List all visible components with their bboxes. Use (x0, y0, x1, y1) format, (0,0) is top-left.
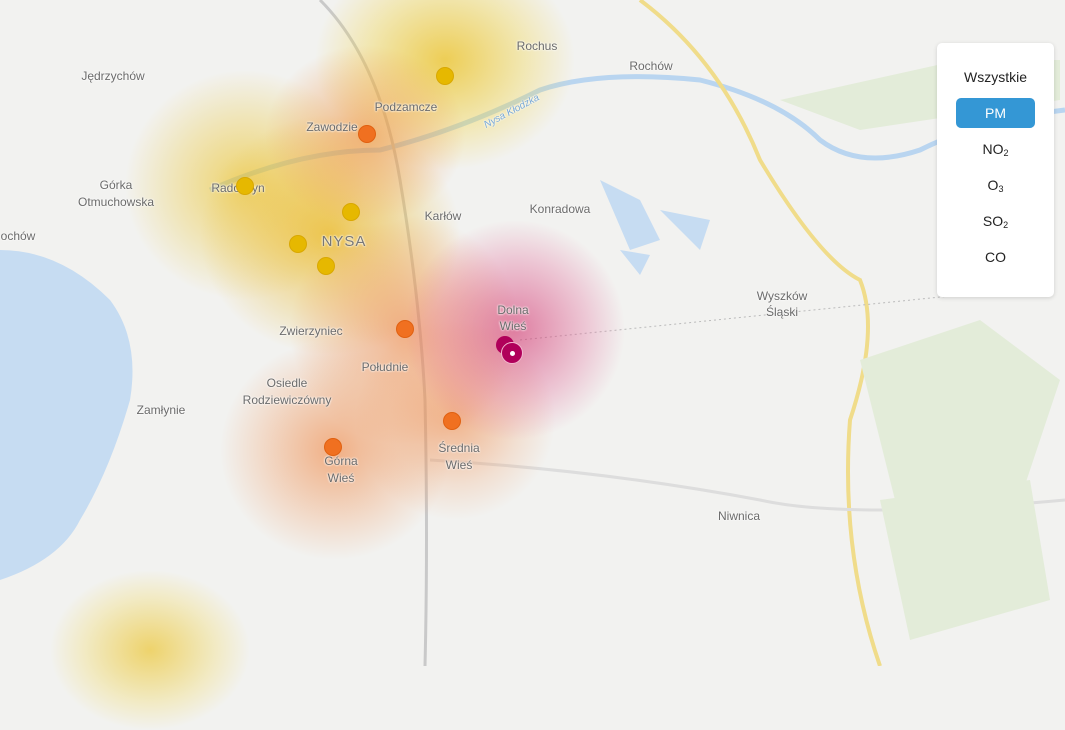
place-label: Wieś (327, 471, 355, 485)
lake (0, 250, 133, 580)
station-marker-moderate[interactable] (342, 203, 360, 221)
place-label: Górka (99, 178, 133, 192)
selected-dot-icon (510, 351, 515, 356)
filter-o3[interactable]: O3 (987, 177, 1004, 194)
place-label: Osiedle (266, 376, 308, 390)
pollutant-filter-panel: Wszystkie PM NO2 O3 SO2 CO (937, 43, 1054, 297)
filter-pm[interactable]: PM (956, 98, 1035, 128)
place-label: Jędrzychów (81, 69, 145, 83)
place-label: Średnia (438, 441, 480, 455)
place-label: Otmuchowska (77, 195, 155, 209)
station-marker-poor[interactable] (396, 320, 414, 338)
place-label: Konradowa (529, 202, 591, 216)
station-marker-selected[interactable] (501, 342, 523, 364)
place-label: Dolna (497, 303, 529, 317)
station-marker-moderate[interactable] (236, 177, 254, 195)
station-marker-moderate[interactable] (317, 257, 335, 275)
place-label: Rochów (629, 59, 673, 73)
map-base (0, 0, 1065, 666)
place-label: Podzamcze (374, 100, 438, 114)
place-label: Zamłynie (136, 403, 186, 417)
filter-so2[interactable]: SO2 (982, 213, 1009, 230)
station-marker-moderate[interactable] (436, 67, 454, 85)
place-label: Rodziewiczówny (242, 393, 332, 407)
station-marker-poor[interactable] (358, 125, 376, 143)
place-label: Zwierzyniec (279, 324, 343, 338)
station-marker-poor[interactable] (443, 412, 461, 430)
place-label: Niwnica (717, 509, 761, 523)
filter-no2[interactable]: NO2 (982, 141, 1009, 158)
place-label: Wieś (499, 319, 527, 333)
place-label: Górna (324, 454, 358, 468)
place-label: Południe (361, 360, 409, 374)
place-label: Zawodzie (306, 120, 358, 134)
place-label: Rochus (516, 39, 558, 53)
city-label: NYSA (321, 233, 367, 250)
filter-all[interactable]: Wszystkie (964, 69, 1027, 85)
place-label: ochów (0, 229, 36, 243)
place-label: Wieś (445, 458, 473, 472)
station-marker-poor[interactable] (324, 438, 342, 456)
highway (638, 0, 882, 666)
place-label: Śląski (765, 305, 799, 319)
filter-co[interactable]: CO (985, 249, 1006, 265)
place-label: Karłów (424, 209, 462, 223)
place-label: Wyszków (756, 289, 808, 303)
station-marker-moderate[interactable] (289, 235, 307, 253)
